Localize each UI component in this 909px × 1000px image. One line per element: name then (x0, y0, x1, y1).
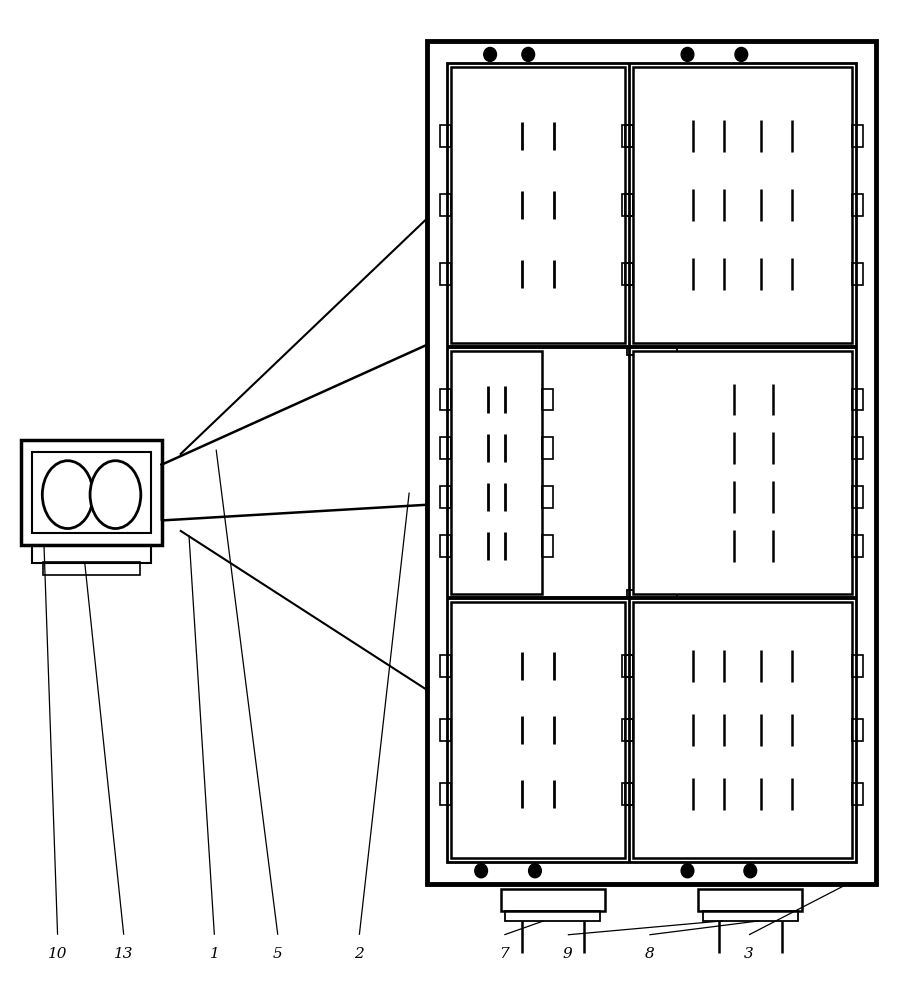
Bar (638, 421, 706, 437)
Circle shape (484, 47, 496, 61)
Bar (622, 125, 633, 147)
Text: 1: 1 (209, 947, 219, 961)
Bar (853, 437, 864, 459)
Bar (427, 41, 876, 884)
Bar (451, 67, 625, 343)
Bar (440, 125, 451, 147)
Bar (451, 351, 542, 594)
Bar (32, 452, 151, 533)
Circle shape (744, 864, 756, 878)
Bar (622, 783, 633, 805)
Bar (447, 63, 856, 862)
Bar (32, 545, 151, 563)
Bar (542, 535, 553, 557)
Bar (625, 125, 636, 147)
Bar (622, 655, 633, 677)
Bar (853, 486, 864, 508)
Bar (21, 440, 162, 545)
Bar (853, 655, 864, 677)
Text: 10: 10 (48, 947, 67, 961)
Bar (626, 590, 676, 598)
Bar (440, 486, 451, 508)
Bar (633, 602, 853, 858)
Text: 13: 13 (114, 947, 134, 961)
Bar (853, 194, 864, 216)
Bar (501, 889, 605, 911)
Bar (633, 67, 853, 343)
Bar (440, 263, 451, 285)
Bar (853, 125, 864, 147)
Bar (626, 347, 676, 355)
Bar (625, 263, 636, 285)
Bar (440, 535, 451, 557)
Ellipse shape (90, 461, 141, 529)
Bar (853, 783, 864, 805)
Circle shape (735, 47, 748, 61)
Bar (625, 783, 636, 805)
Bar (622, 719, 633, 741)
Bar (698, 889, 803, 911)
Bar (853, 263, 864, 285)
Bar (638, 518, 706, 534)
Bar (853, 535, 864, 557)
Text: 2: 2 (355, 947, 365, 961)
Circle shape (681, 47, 694, 61)
Bar (853, 719, 864, 741)
Text: 3: 3 (744, 947, 754, 961)
Bar (622, 263, 633, 285)
Text: 5: 5 (273, 947, 283, 961)
Bar (440, 719, 451, 741)
Bar (505, 911, 601, 921)
Bar (451, 602, 625, 858)
Bar (440, 783, 451, 805)
Ellipse shape (43, 461, 93, 529)
Circle shape (522, 47, 534, 61)
Text: 9: 9 (563, 947, 573, 961)
Bar (853, 389, 864, 410)
Circle shape (474, 864, 487, 878)
Bar (440, 655, 451, 677)
Polygon shape (162, 345, 427, 520)
Bar (625, 719, 636, 741)
Bar (440, 194, 451, 216)
Bar (542, 486, 553, 508)
Circle shape (529, 864, 542, 878)
Bar (542, 389, 553, 410)
Text: 8: 8 (644, 947, 654, 961)
Bar (622, 194, 633, 216)
Bar (703, 911, 798, 921)
Bar (440, 389, 451, 410)
Bar (625, 655, 636, 677)
Bar (43, 562, 140, 575)
Bar (542, 437, 553, 459)
Text: 7: 7 (499, 947, 509, 961)
Bar (440, 437, 451, 459)
Bar (633, 351, 853, 594)
Bar (625, 194, 636, 216)
Circle shape (681, 864, 694, 878)
